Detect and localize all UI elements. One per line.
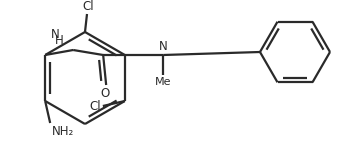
Text: H: H bbox=[55, 34, 64, 47]
Text: NH₂: NH₂ bbox=[52, 125, 74, 138]
Text: N: N bbox=[159, 40, 168, 53]
Text: Cl: Cl bbox=[82, 0, 94, 13]
Text: N: N bbox=[51, 28, 60, 41]
Text: O: O bbox=[101, 87, 110, 100]
Text: Me: Me bbox=[155, 77, 171, 87]
Text: Cl: Cl bbox=[89, 100, 101, 113]
